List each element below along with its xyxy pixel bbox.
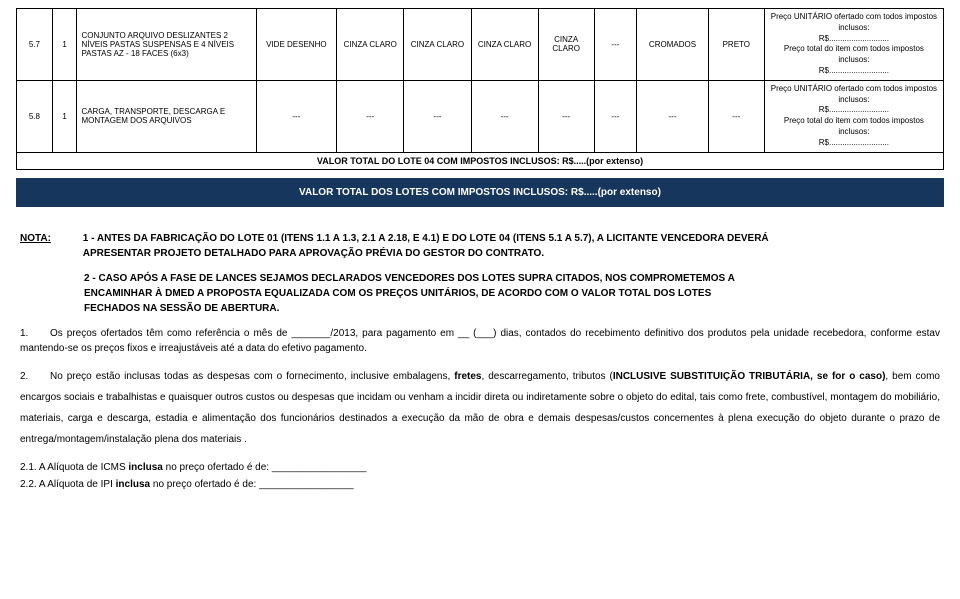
price-cell: Preço UNITÁRIO ofertado com todos impost… <box>764 9 943 81</box>
p22-b: inclusa <box>116 479 150 490</box>
cell-idx: 5.8 <box>17 80 53 152</box>
cell-desc: CONJUNTO ARQUIVO DESLIZANTES 2 NÍVEIS PA… <box>77 9 256 81</box>
cell-c5: --- <box>404 80 471 152</box>
cell-c4: CINZA CLARO <box>337 9 404 81</box>
cell-c7: --- <box>538 80 594 152</box>
nota1-line1: 1 - ANTES DA FABRICAÇÃO DO LOTE 01 (ITEN… <box>83 233 769 244</box>
table-row: 5.81CARGA, TRANSPORTE, DESCARGA E MONTAG… <box>17 80 944 152</box>
cell-c8: --- <box>594 9 637 81</box>
lote-total-text: VALOR TOTAL DO LOTE 04 COM IMPOSTOS INCL… <box>17 152 944 169</box>
nota2-line1: 2 - CASO APÓS A FASE DE LANCES SEJAMOS D… <box>84 273 735 284</box>
p21-b: inclusa <box>128 462 162 473</box>
cell-c4: --- <box>337 80 404 152</box>
cell-c7: CINZA CLARO <box>538 9 594 81</box>
price-cell: Preço UNITÁRIO ofertado com todos impost… <box>764 80 943 152</box>
para1-text: Os preços ofertados têm como referência … <box>20 328 940 354</box>
p22-c: no preço ofertado é de: ________________… <box>150 479 354 490</box>
cell-qty: 1 <box>52 9 77 81</box>
nota-label: NOTA: <box>20 231 80 246</box>
para2-num: 2. <box>20 366 50 387</box>
para1-num: 1. <box>20 326 50 341</box>
cell-c5: CINZA CLARO <box>404 9 471 81</box>
para2-a: No preço estão inclusas todas as despesa… <box>50 371 454 382</box>
cell-c9: CROMADOS <box>637 9 709 81</box>
cell-c6: CINZA CLARO <box>471 9 538 81</box>
cell-qty: 1 <box>52 80 77 152</box>
p21-c: no preço ofertado é de: ________________… <box>163 462 367 473</box>
cell-c3: --- <box>256 80 337 152</box>
cell-idx: 5.7 <box>17 9 53 81</box>
para2-b: fretes <box>454 371 481 382</box>
cell-c10: PRETO <box>708 9 764 81</box>
cell-c10: --- <box>708 80 764 152</box>
nota1-line2: APRESENTAR PROJETO DETALHADO PARA APROVA… <box>83 248 544 259</box>
cell-desc: CARGA, TRANSPORTE, DESCARGA E MONTAGEM D… <box>77 80 256 152</box>
cell-c3: VIDE DESENHO <box>256 9 337 81</box>
p21-a: 2.1. A Alíquota de ICMS <box>20 462 128 473</box>
p22-a: 2.2. A Alíquota de IPI <box>20 479 116 490</box>
para2-d: INCLUSIVE SUBSTITUIÇÃO TRIBUTÁRIA, se fo… <box>613 371 886 382</box>
nota2-line2: ENCAMINHAR À DMED A PROPOSTA EQUALIZADA … <box>84 288 711 299</box>
spec-table: 5.71CONJUNTO ARQUIVO DESLIZANTES 2 NÍVEI… <box>16 8 944 170</box>
lote-total-row: VALOR TOTAL DO LOTE 04 COM IMPOSTOS INCL… <box>17 152 944 169</box>
para2-c: , descarregamento, tributos ( <box>481 371 612 382</box>
nota2-line3: FECHADOS NA SESSÃO DE ABERTURA. <box>84 303 279 314</box>
cell-c6: --- <box>471 80 538 152</box>
grand-total-banner: VALOR TOTAL DOS LOTES COM IMPOSTOS INCLU… <box>16 178 944 207</box>
notes-block: NOTA: 1 - ANTES DA FABRICAÇÃO DO LOTE 01… <box>20 231 940 492</box>
table-row: 5.71CONJUNTO ARQUIVO DESLIZANTES 2 NÍVEI… <box>17 9 944 81</box>
cell-c9: --- <box>637 80 709 152</box>
cell-c8: --- <box>594 80 637 152</box>
